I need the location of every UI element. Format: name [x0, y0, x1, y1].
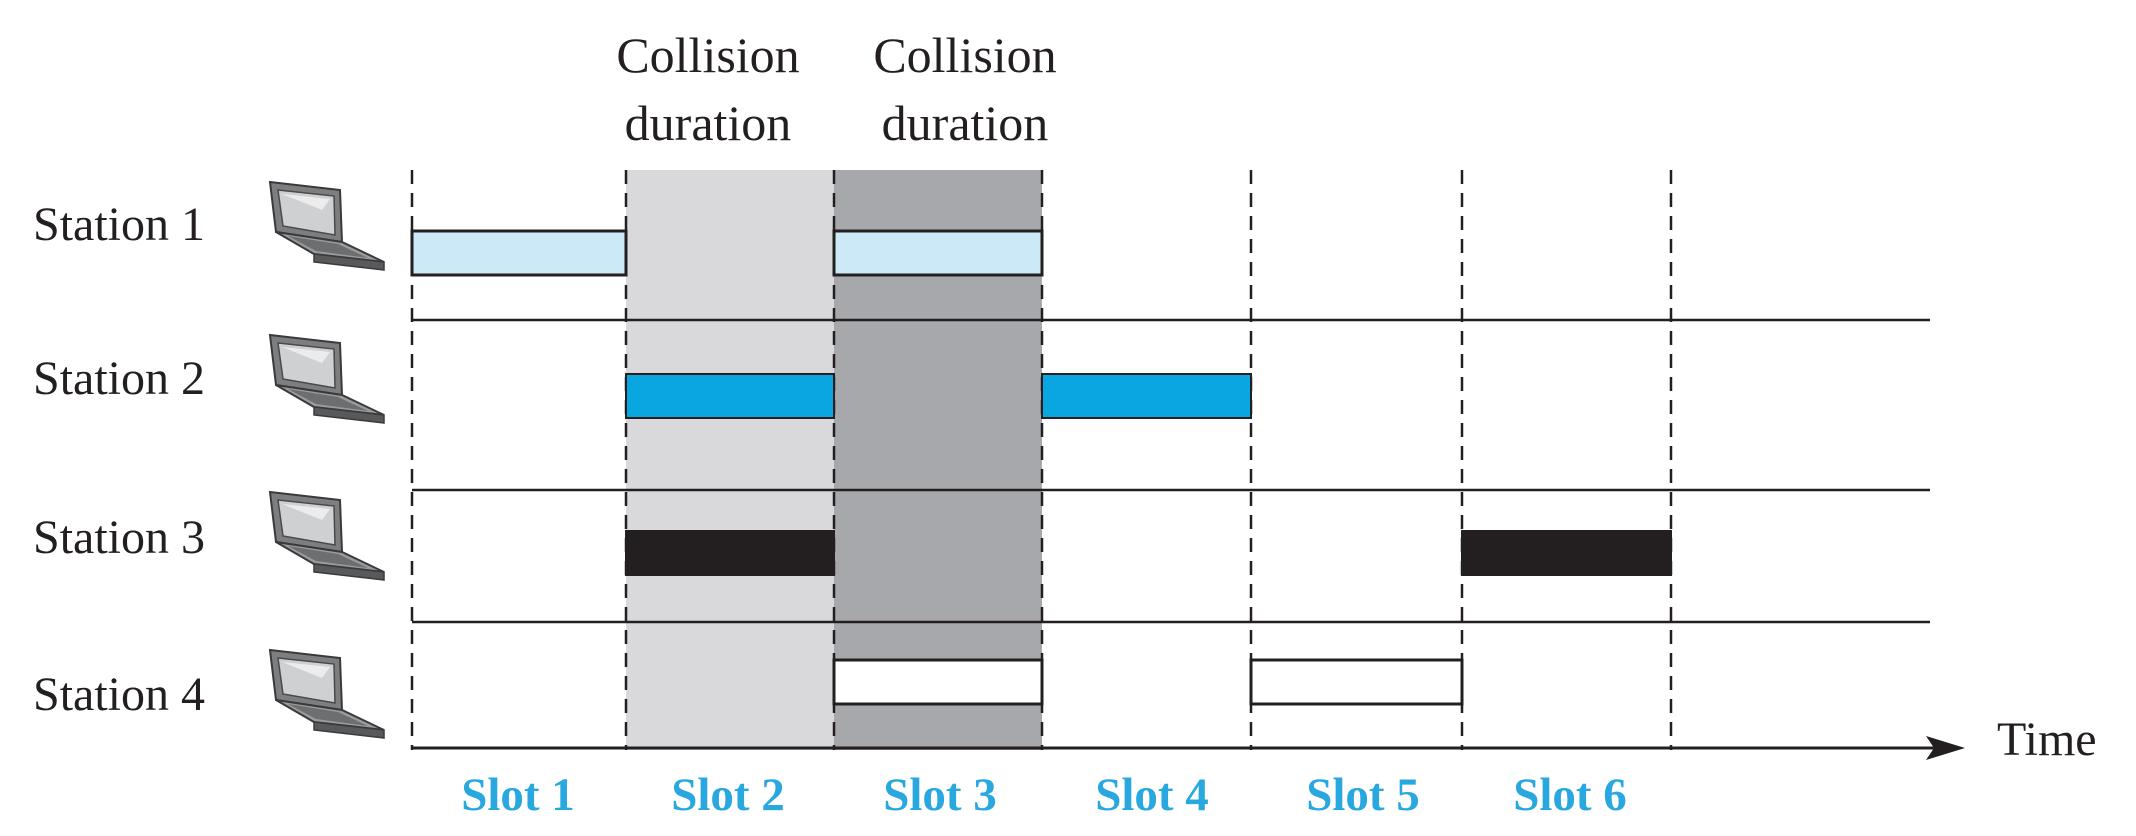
slot-label-1: Slot 1: [461, 769, 575, 821]
slot-label-2: Slot 2: [671, 769, 785, 821]
laptop-icon: [269, 491, 385, 581]
station-row-2: Station 2: [33, 334, 385, 424]
slot-label-5: Slot 5: [1306, 769, 1420, 821]
time-axis: Time: [412, 713, 2097, 766]
collision-label-2-line2: duration: [882, 95, 1049, 151]
collision-label-2: Collision duration: [873, 27, 1056, 151]
frame-station-1-slot-1: [410, 229, 628, 277]
frame-station-4-slot-5: [1249, 658, 1464, 706]
laptop-icon: [269, 649, 385, 739]
frame-station-3-slot-2: [625, 530, 835, 576]
frame-station-1-slot-3: [832, 229, 1044, 277]
slot-labels: Slot 1 Slot 2 Slot 3 Slot 4 Slot 5 Slot …: [461, 769, 1627, 821]
station-label-4: Station 4: [33, 668, 205, 721]
frames: [410, 229, 1672, 706]
frame-station-2-slot-2: [625, 373, 835, 419]
station-label-3: Station 3: [33, 511, 205, 564]
station-row-3: Station 3: [33, 491, 385, 581]
frame-station-2-slot-4: [1041, 373, 1252, 419]
collision-label-2-line1: Collision: [873, 27, 1056, 83]
collision-label-1-line1: Collision: [616, 27, 799, 83]
collision-label-1-line2: duration: [625, 95, 792, 151]
laptop-icon: [269, 334, 385, 424]
frame-station-3-slot-6: [1461, 530, 1672, 576]
station-row-4: Station 4: [33, 649, 385, 739]
time-label: Time: [1997, 713, 2097, 766]
slot-label-3: Slot 3: [883, 769, 997, 821]
laptop-icon: [269, 181, 385, 271]
slot-label-4: Slot 4: [1095, 769, 1209, 821]
station-label-1: Station 1: [33, 198, 205, 251]
slot-label-6: Slot 6: [1513, 769, 1627, 821]
station-row-1: Station 1: [33, 181, 385, 271]
time-arrow-icon: [1926, 736, 1965, 760]
row-separators: [412, 318, 1930, 624]
collision-region-slot-2: [626, 170, 834, 750]
station-label-2: Station 2: [33, 352, 205, 405]
collision-label-1: Collision duration: [616, 27, 799, 151]
frame-station-4-slot-3: [832, 658, 1044, 706]
